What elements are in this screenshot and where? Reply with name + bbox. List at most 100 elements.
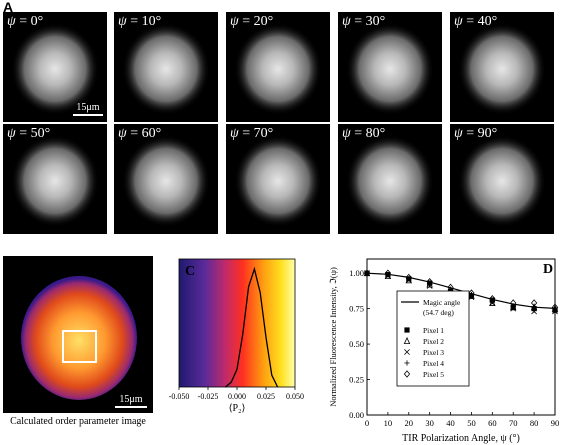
panel-a-scale-label: 15μm: [76, 102, 100, 113]
legend-pixel-5-marker: [403, 370, 411, 378]
panel-b-caption: Calculated order parameter image: [10, 416, 146, 427]
psi-symbol: ψ: [454, 126, 463, 141]
panel-c-label: C: [185, 264, 195, 279]
angle-value: = 40°: [462, 14, 498, 29]
polarization-angle-label: ψ = 80°: [342, 126, 385, 142]
panel-d-xlabel: TIR Polarization Angle, ψ (°): [402, 433, 520, 444]
polarization-angle-label: ψ = 10°: [118, 14, 161, 30]
order-parameter-image: 15μm: [3, 256, 153, 413]
pixel-4-point: [531, 307, 537, 313]
legend-line-label: Magic angle: [423, 298, 461, 307]
panel-c-histogram: -0.050 -0.025 0.000 0.025 0.050 C ⟨P₂⟩: [169, 258, 304, 414]
fluorescence-image-tile: ψ = 10°: [114, 12, 218, 122]
psi-symbol: ψ: [118, 126, 127, 141]
legend-pixel-4-label: Pixel 4: [423, 359, 444, 368]
legend-line-label-2: (54.7 deg): [423, 308, 454, 317]
legend-pixel-4-marker: [404, 360, 410, 366]
psi-symbol: ψ: [7, 126, 16, 141]
polarization-angle-label: ψ = 40°: [454, 14, 497, 30]
legend-pixel-1-label: Pixel 1: [423, 326, 444, 335]
panel-d-ylabel: Normalized Fluorescence Intensity, ℑ(ψ): [328, 267, 338, 407]
d-ytick-label: 0.25: [349, 375, 364, 385]
polarization-angle-label: ψ = 0°: [7, 14, 43, 30]
d-xtick-label: 30: [425, 418, 434, 428]
c-xtick-label: 0.025: [257, 392, 275, 401]
angle-value: = 60°: [126, 126, 162, 141]
angle-value: = 80°: [350, 126, 386, 141]
c-xtick-label: 0.050: [286, 392, 304, 401]
polarization-angle-label: ψ = 60°: [118, 126, 161, 142]
legend-pixel-5-label: Pixel 5: [423, 370, 444, 379]
psi-symbol: ψ: [230, 126, 239, 141]
fluorescence-image-tile: ψ = 50°: [3, 124, 107, 234]
p2-distribution-curve: [224, 266, 279, 388]
pixel-5-point: [447, 283, 454, 292]
psi-symbol: ψ: [342, 14, 351, 29]
pixel-4-point: [364, 270, 370, 276]
polarization-angle-label: ψ = 30°: [342, 14, 385, 30]
psi-symbol: ψ: [342, 126, 351, 141]
fluorescence-image-tile: ψ = 20°: [226, 12, 330, 122]
pixel-2-point: [405, 276, 412, 284]
pixel-2-point: [384, 271, 392, 280]
roi-box: [62, 330, 97, 363]
panel-d-chart: D 0 10 20 30 40 50 60 70 80 90 0.00 0.25 0.50 0.75 1.0…: [328, 258, 560, 444]
d-xtick-label: 40: [446, 418, 455, 428]
panel-a-scale-bar: 15μm: [73, 102, 103, 116]
d-xtick-label: 20: [405, 418, 414, 428]
angle-value: = 30°: [350, 14, 386, 29]
d-xtick-label: 90: [551, 418, 560, 428]
c-xtick-label: 0.000: [228, 392, 246, 401]
fluorescence-image-tile: ψ = 70°: [226, 124, 330, 234]
polarization-angle-label: ψ = 90°: [454, 126, 497, 142]
c-xtick-label: -0.025: [198, 392, 219, 401]
legend-pixel-1-marker: [404, 327, 410, 333]
legend-pixel-2-label: Pixel 2: [423, 337, 444, 346]
d-xtick-label: 80: [530, 418, 539, 428]
d-xtick-label: 0: [365, 418, 369, 428]
fluorescence-image-tile: ψ = 40°: [450, 12, 554, 122]
psi-symbol: ψ: [230, 14, 239, 29]
polarization-angle-label: ψ = 70°: [230, 126, 273, 142]
fluorescence-image-tile: ψ = 60°: [114, 124, 218, 234]
pixel-5-point: [510, 299, 517, 307]
pixel-5-point: [551, 303, 559, 311]
pixel-5-point: [530, 299, 538, 307]
d-xtick-label: 50: [467, 418, 476, 428]
psi-symbol: ψ: [118, 14, 127, 29]
d-xtick-label: 70: [509, 418, 518, 428]
d-ytick-label: 0.75: [349, 304, 364, 314]
d-ytick-label: 0.50: [349, 339, 364, 349]
pixel-2-point: [489, 298, 496, 306]
pixel-3-point: [468, 294, 475, 301]
panel-b-scale-label: 15μm: [119, 394, 143, 405]
legend-pixel-3-label: Pixel 3: [423, 348, 444, 357]
panel-b-scale-bar: 15μm: [115, 394, 147, 408]
legend-pixel-3-marker: [404, 349, 410, 355]
psi-symbol: ψ: [7, 14, 16, 29]
legend-pixel-2-marker: [403, 336, 411, 344]
d-xtick-label: 60: [488, 418, 497, 428]
panel-c-xlabel: ⟨P₂⟩: [229, 403, 246, 414]
pixel-3-point: [510, 305, 517, 312]
angle-value: = 10°: [126, 14, 162, 29]
angle-value: = 70°: [238, 126, 274, 141]
panel-a-label: A: [3, 0, 14, 15]
pixel-5-point: [489, 294, 496, 303]
pixel-5-point: [363, 269, 371, 277]
pixel-5-point: [468, 289, 475, 297]
pixel-5-point: [405, 273, 412, 282]
angle-value: = 20°: [238, 14, 274, 29]
c-xtick-label: -0.050: [169, 392, 190, 401]
fluorescence-image-tile: ψ = 30°: [338, 12, 442, 122]
polarization-angle-label: ψ = 50°: [7, 126, 50, 142]
pixel-5-point: [426, 277, 433, 286]
d-ytick-label: 1.00: [349, 268, 364, 278]
psi-symbol: ψ: [454, 14, 463, 29]
angle-value: = 50°: [15, 126, 51, 141]
polarization-angle-label: ψ = 20°: [230, 14, 273, 30]
panel-d-legend: Magic angle (54.7 deg) Pixel 1 Pixel 2 Pix…: [396, 290, 470, 387]
pixel-5-point: [384, 269, 392, 277]
d-ytick-label: 0.00: [349, 410, 364, 420]
angle-value: = 90°: [462, 126, 498, 141]
